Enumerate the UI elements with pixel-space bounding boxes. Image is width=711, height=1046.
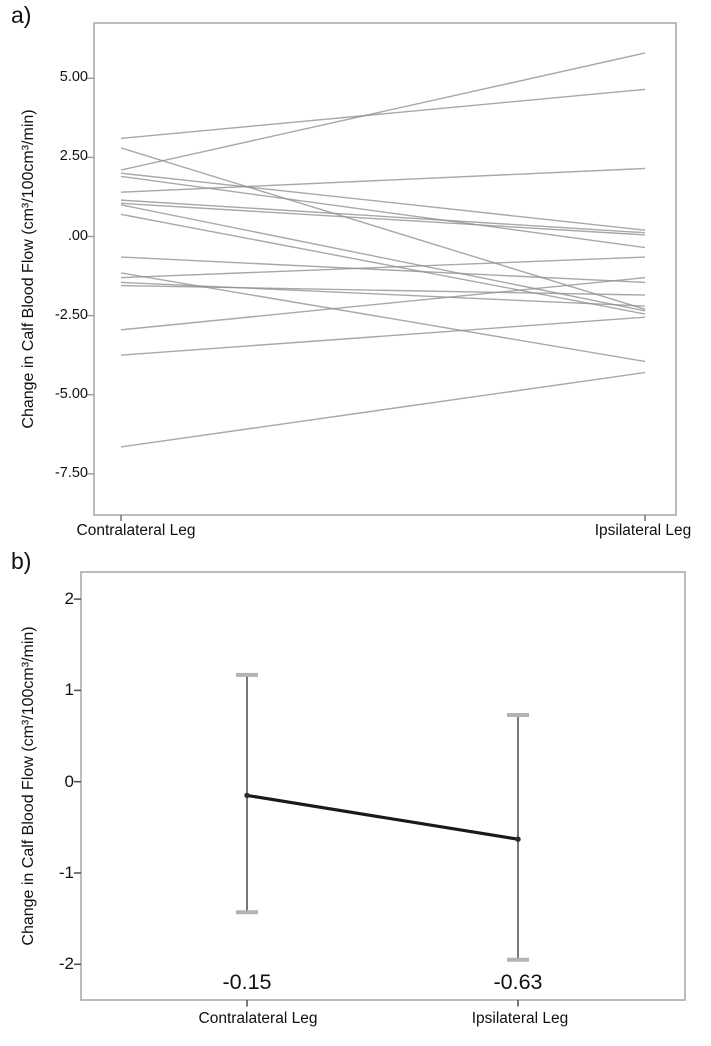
- panel-a-y-tick-label: -2.50: [54, 306, 88, 323]
- panel-b-mean-value-label-contralateral: -0.15: [222, 970, 272, 994]
- participant-line: [120, 256, 646, 279]
- panel-a-y-tick-label: 2.50: [59, 148, 88, 165]
- panel-b-x-label-contralateral: Contralateral Leg: [198, 1010, 318, 1027]
- mean-point-marker: [244, 792, 250, 799]
- participant-line: [120, 316, 646, 356]
- participant-line: [120, 172, 646, 231]
- participant-line: [120, 213, 646, 315]
- participant-line: [120, 52, 646, 171]
- participant-line: [120, 256, 646, 284]
- participant-line: [120, 147, 646, 310]
- participant-line: [120, 204, 646, 312]
- panel-b-frame: [80, 571, 686, 1001]
- panel-b-y-tick-label: 2: [64, 589, 74, 609]
- participant-line: [120, 371, 646, 448]
- panel-a-y-tick-label: .00: [67, 227, 88, 244]
- panel-a-y-tick-label: 5.00: [59, 69, 88, 86]
- panel-b-y-tick-label: -1: [58, 863, 74, 882]
- panel-a-y-tick-label: -5.00: [54, 385, 88, 402]
- panel-a-y-tick-label: -7.50: [54, 464, 88, 481]
- participant-line: [120, 284, 646, 296]
- panel-a-y-axis-title: Change in Calf Blood Flow (cm³/100cm³/mi…: [20, 109, 37, 429]
- mean-point-marker: [515, 836, 521, 842]
- panel-b-x-label-ipsilateral: Ipsilateral Leg: [471, 1010, 569, 1027]
- panel-a-frame: [93, 22, 677, 516]
- panel-a-x-label-contralateral: Contralateral Leg: [76, 522, 196, 539]
- panel-a-letter: a): [11, 2, 32, 28]
- participant-line: [120, 175, 646, 249]
- participant-line: [120, 199, 646, 234]
- panel-b-y-tick-label: 0: [64, 771, 74, 791]
- participant-line: [120, 281, 646, 307]
- panel-b-mean-value-label-ipsilateral: -0.63: [493, 970, 543, 994]
- mean-line: [246, 793, 519, 841]
- participant-line: [120, 202, 646, 236]
- participant-line: [120, 276, 646, 331]
- participant-line: [120, 88, 646, 140]
- panel-a-x-label-ipsilateral: Ipsilateral Leg: [594, 522, 692, 539]
- panel-b-y-tick-label: -2: [58, 954, 74, 974]
- panel-b-letter: b): [11, 548, 32, 574]
- panel-b-y-tick-label: 1: [64, 680, 74, 700]
